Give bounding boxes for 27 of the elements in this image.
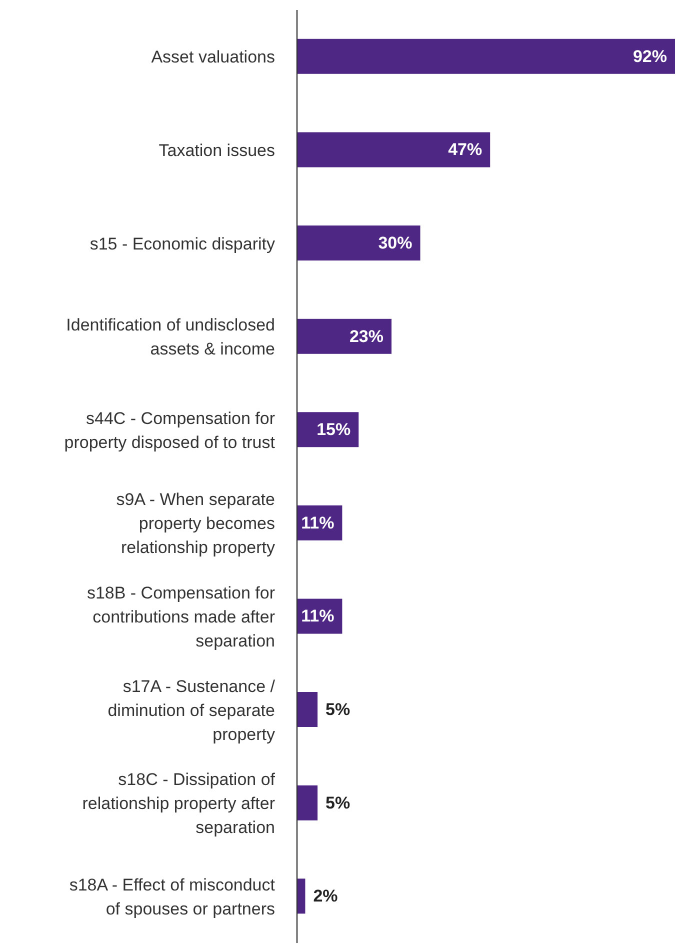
- data-label: 47%: [448, 140, 482, 160]
- bar: [297, 132, 490, 168]
- y-tick-label: Asset valuations: [151, 47, 275, 66]
- y-tick-label: Taxation issues: [158, 140, 275, 160]
- y-tick-label: s18A - Effect of misconduct of spouses or partners: [69, 874, 276, 918]
- data-label: 23%: [349, 326, 384, 346]
- data-label: 11%: [301, 513, 334, 532]
- data-label: 2%: [313, 886, 338, 906]
- y-tick-label: s18C - Dissipation of relationship property after separation: [82, 770, 276, 837]
- bar: [297, 692, 318, 728]
- y-tick-label: Identification of undisclosed assets & income: [66, 315, 275, 358]
- data-label: 92%: [632, 46, 667, 66]
- data-label: 11%: [301, 606, 334, 626]
- y-tick-label: s9A - When separate property becomes relationship property: [116, 490, 276, 557]
- bar: [297, 785, 318, 820]
- bar: [297, 226, 420, 261]
- bar: [297, 38, 675, 74]
- bar: [297, 878, 306, 914]
- bar: [297, 318, 392, 354]
- data-label: 30%: [378, 234, 412, 253]
- data-label: 15%: [316, 420, 351, 440]
- data-label: 5%: [326, 793, 350, 812]
- y-tick-label: s44C - Compensation for property disposed of to trust: [64, 408, 276, 452]
- y-tick-label: s15 - Economic disparity: [90, 234, 276, 253]
- y-tick-label: s18B - Compensation for contributions made after separation: [86, 582, 276, 650]
- y-tick-label: s17A - Sustenance / diminution of separate property: [108, 676, 276, 744]
- data-label: 5%: [326, 700, 350, 720]
